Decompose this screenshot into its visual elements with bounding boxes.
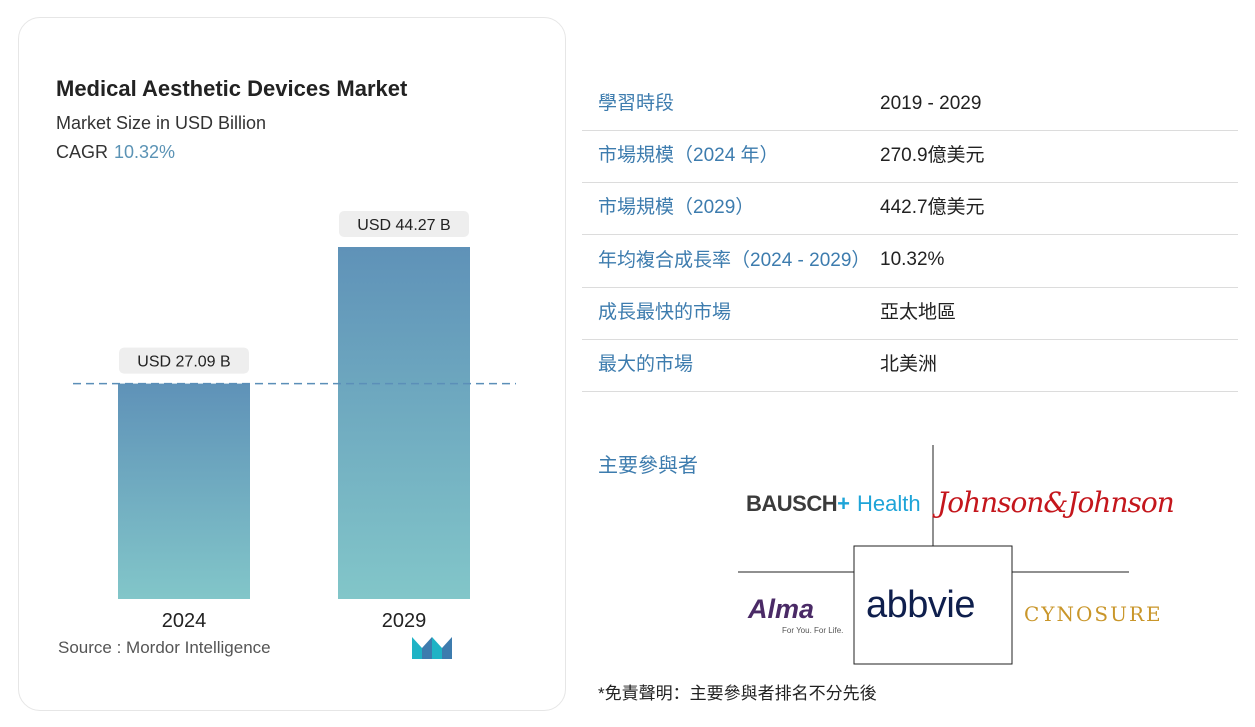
facts-table: 學習時段 2019 - 2029 市場規模（2024 年） 270.9億美元 市… xyxy=(582,79,1238,392)
fact-value: 亞太地區 xyxy=(880,287,1238,340)
fact-label: 學習時段 xyxy=(582,79,880,131)
value-label-bg xyxy=(119,347,249,374)
bar-chart: USD 27.09 B 2024 USD 44.27 B 2029 xyxy=(73,211,516,632)
alma-logo: Alma xyxy=(748,594,815,624)
health-wordmark: Health xyxy=(857,491,921,516)
x-tick-label: 2024 xyxy=(162,610,207,632)
source-prefix: Source : xyxy=(58,638,122,657)
bausch-plus-mark: + xyxy=(837,491,850,516)
alma-tagline: For You. For Life. xyxy=(782,626,844,635)
source-line: Source : Mordor Intelligence xyxy=(58,638,271,658)
chart-subtitle: Market Size in USD Billion xyxy=(56,113,267,133)
facts-row: 市場規模（2024 年） 270.9億美元 xyxy=(582,130,1238,183)
bausch-wordmark: BAUSCH xyxy=(746,491,838,516)
cagr-line: CAGR 10.32% xyxy=(56,142,175,163)
facts-row: 市場規模（2029） 442.7億美元 xyxy=(582,182,1238,235)
x-tick-label: 2029 xyxy=(382,610,427,632)
abbvie-logo: abbvie xyxy=(866,584,975,626)
facts-row: 成長最快的市場 亞太地區 xyxy=(582,287,1238,340)
fact-value: 北美洲 xyxy=(880,339,1238,392)
fact-label: 成長最快的市場 xyxy=(582,287,880,340)
bausch-health-logo: BAUSCH+ xyxy=(746,491,850,517)
fact-value: 442.7億美元 xyxy=(880,182,1238,235)
cynosure-logo: CYNOSURE xyxy=(1024,602,1163,626)
source-name: Mordor Intelligence xyxy=(126,638,271,657)
cagr-label: CAGR xyxy=(56,142,109,162)
fact-value: 2019 - 2029 xyxy=(880,79,1238,131)
facts-row: 最大的市場 北美洲 xyxy=(582,339,1238,392)
key-players-label: 主要參與者 xyxy=(598,455,698,477)
bar-2024 xyxy=(118,383,250,599)
fact-label: 市場規模（2029） xyxy=(582,182,880,235)
facts-row: 年均複合成長率（2024 - 2029） 10.32% xyxy=(582,234,1238,288)
facts-row: 學習時段 2019 - 2029 xyxy=(582,79,1238,131)
mordor-logo-icon xyxy=(412,637,452,659)
value-label-bg xyxy=(339,211,469,237)
bar-2029 xyxy=(338,247,470,599)
johnson-johnson-logo: Johnson&Johnson xyxy=(937,486,1175,519)
fact-value: 10.32% xyxy=(880,234,1238,288)
fact-value: 270.9億美元 xyxy=(880,130,1238,183)
chart-title: Medical Aesthetic Devices Market xyxy=(56,76,408,101)
fact-label: 年均複合成長率（2024 - 2029） xyxy=(582,234,880,288)
chart-card xyxy=(18,17,566,711)
value-label: USD 44.27 B xyxy=(357,217,450,234)
cagr-value: 10.32% xyxy=(114,142,176,162)
value-label: USD 27.09 B xyxy=(137,354,230,371)
disclaimer: *免責聲明：主要參與者排名不分先後 xyxy=(598,684,877,703)
fact-label: 最大的市場 xyxy=(582,339,880,392)
fact-label: 市場規模（2024 年） xyxy=(582,130,880,183)
